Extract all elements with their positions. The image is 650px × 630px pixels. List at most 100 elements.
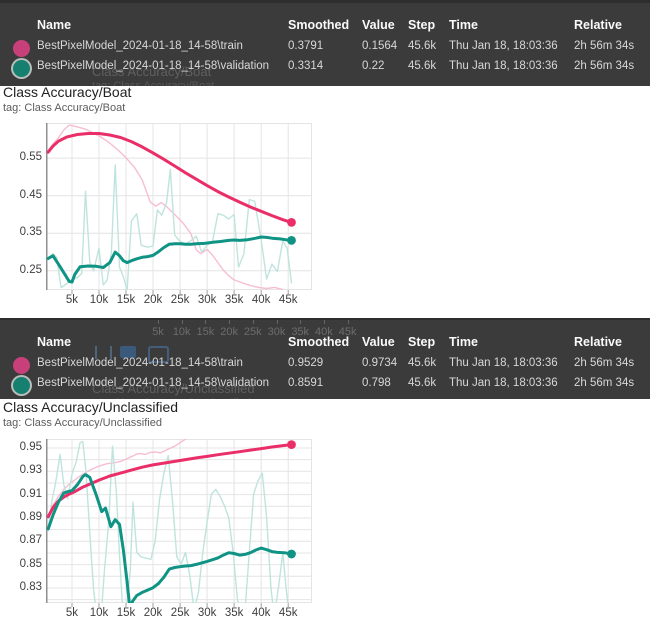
x-axis-tick-label: 15k	[116, 294, 136, 306]
column-header-relative: Relative	[574, 18, 622, 32]
ghost-x-tick-label: 15k	[196, 326, 215, 338]
x-axis-tick-label: 10k	[89, 294, 109, 306]
ghost-chart-title-unclassified: Class Accuracy/Unclassified	[92, 381, 255, 396]
cell-value: 0.9734	[362, 357, 398, 369]
ghost-chart-tag-boat: tag: Class Accuracy/Boat	[92, 80, 215, 86]
cell-relative: 2h 56m 34s	[574, 40, 635, 52]
column-header-time: Time	[449, 335, 478, 349]
ghost-x-tick-label: 5k	[152, 326, 164, 338]
y-axis-tick-label: 0.89	[19, 510, 42, 523]
tooltip-row: BestPixelModel_2024-01-18_14-58\train 0.9…	[0, 357, 650, 375]
cell-smoothed: 0.8591	[288, 377, 324, 389]
x-axis-tick-label: 40k	[251, 294, 271, 306]
cell-smoothed: 0.3791	[288, 40, 324, 52]
cell-value: 0.22	[362, 60, 385, 72]
ghost-x-tick-label: 35k	[291, 326, 310, 338]
x-axis-tick-label: 10k	[89, 607, 109, 619]
cell-smoothed: 0.9529	[288, 357, 324, 369]
column-header-relative: Relative	[574, 335, 622, 349]
y-axis-tick-label: 0.93	[19, 464, 42, 477]
y-axis-tick-label: 0.91	[19, 487, 42, 500]
series-end-dot	[287, 549, 296, 559]
cell-time: Thu Jan 18, 18:03:36	[449, 40, 558, 52]
x-axis-tick-label: 25k	[170, 607, 190, 619]
y-axis-tick-label: 0.25	[19, 263, 42, 276]
ghost-chart-title-boat: Class Accuracy/Boat	[92, 64, 212, 79]
tooltip-row: BestPixelModel_2024-01-18_14-58\train 0.3…	[0, 40, 650, 58]
cell-relative: 2h 56m 34s	[574, 377, 635, 389]
series-line	[46, 473, 293, 603]
ghost-axis-tick	[158, 320, 159, 324]
column-header-smoothed: Smoothed	[288, 335, 350, 349]
run-color-swatch	[13, 60, 30, 77]
series-line	[46, 443, 293, 519]
cell-relative: 2h 56m 34s	[574, 357, 635, 369]
y-axis-tick-label: 0.45	[19, 188, 42, 201]
x-axis-tick-label: 45k	[278, 294, 298, 306]
series-line	[46, 235, 293, 284]
series-end-dot	[287, 218, 296, 227]
run-color-swatch	[13, 40, 30, 57]
x-axis-tick-label: 35k	[224, 607, 244, 619]
ghost-axis-tick	[300, 320, 302, 324]
series-end-dot	[287, 440, 296, 449]
hover-tooltip-unclassified: 5k 10k 15k 20k 25k 30k 35k 40k 45k Class Accurac…	[0, 318, 650, 399]
cell-time: Thu Jan 18, 18:03:36	[449, 377, 558, 389]
y-axis-tick-label: 0.87	[19, 534, 42, 547]
ghost-x-tick-label: 40k	[315, 326, 333, 338]
x-axis-tick-label: 45k	[278, 607, 298, 619]
cell-step: 45.6k	[408, 40, 437, 52]
y-axis-tick-label: 0.85	[19, 557, 42, 570]
hover-tooltip-boat: Class Accuracy/Boat tag: Class Accuracy/…	[0, 0, 650, 86]
x-axis-tick-label: 40k	[251, 607, 271, 619]
cell-step: 45.6k	[408, 377, 437, 389]
ghost-axis-tick	[252, 320, 254, 324]
cell-name: BestPixelModel_2024-01-18_14-58\validati…	[37, 60, 270, 72]
y-axis-tick-label: 0.83	[19, 580, 42, 593]
cell-value: 0.798	[362, 377, 391, 389]
cell-step: 45.6k	[408, 357, 437, 369]
ghost-axis-tick	[276, 320, 278, 324]
x-axis-tick-label: 15k	[116, 607, 136, 619]
cell-smoothed: 0.3314	[288, 60, 324, 72]
y-axis-tick-label: 0.55	[19, 151, 42, 164]
cell-value: 0.1564	[362, 40, 398, 52]
tooltip-header-row: Name Smoothed Value Step Time Relative	[0, 335, 650, 353]
series-line	[46, 132, 293, 224]
cell-time: Thu Jan 18, 18:03:36	[449, 60, 558, 72]
cell-name: BestPixelModel_2024-01-18_14-58\train	[37, 357, 243, 369]
ghost-x-tick-label: 45k	[338, 326, 357, 338]
chart-card-header-unclassified: Class Accuracy/Unclassified tag: Class A…	[3, 399, 178, 430]
cell-name: BestPixelModel_2024-01-18_14-58\validati…	[37, 377, 270, 389]
column-header-time: Time	[449, 18, 478, 32]
x-axis-tick-label: 5k	[65, 607, 79, 619]
column-header-step: Step	[408, 18, 436, 32]
series-end-dot	[287, 236, 296, 245]
cell-relative: 2h 56m 34s	[574, 60, 635, 72]
tooltip-row: BestPixelModel_2024-01-18_14-58\validati…	[0, 60, 650, 78]
column-header-step: Step	[408, 335, 436, 349]
tooltip-row: BestPixelModel_2024-01-18_14-58\validati…	[0, 377, 650, 395]
x-axis-tick-label: 25k	[170, 294, 190, 306]
series-line	[47, 164, 293, 290]
ghost-expand-icon	[148, 346, 169, 363]
cell-name: BestPixelModel_2024-01-18_14-58\train	[37, 40, 243, 52]
column-header-name: Name	[37, 18, 72, 32]
ghost-x-tick-label: 30k	[267, 326, 286, 338]
ghost-axis-tick	[181, 320, 183, 324]
chart-plot-area[interactable]	[46, 439, 316, 610]
x-axis-tick-label: 35k	[224, 294, 244, 306]
ghost-fit-domain-icon	[95, 346, 112, 359]
column-header-value: Value	[362, 335, 395, 349]
x-axis-tick-label: 20k	[143, 607, 163, 619]
ghost-settings-icon	[120, 346, 136, 358]
chart-plot-area[interactable]	[46, 123, 316, 297]
ghost-axis-tick	[229, 320, 231, 324]
column-header-value: Value	[362, 18, 395, 32]
chart-title-boat: Class Accuracy/Boat	[3, 84, 132, 100]
ghost-axis-tick	[347, 320, 349, 324]
column-header-name: Name	[37, 335, 72, 349]
chart-card-header-boat: Class Accuracy/Boat tag: Class Accuracy/…	[3, 84, 131, 115]
x-axis-tick-label: 5k	[65, 294, 79, 306]
